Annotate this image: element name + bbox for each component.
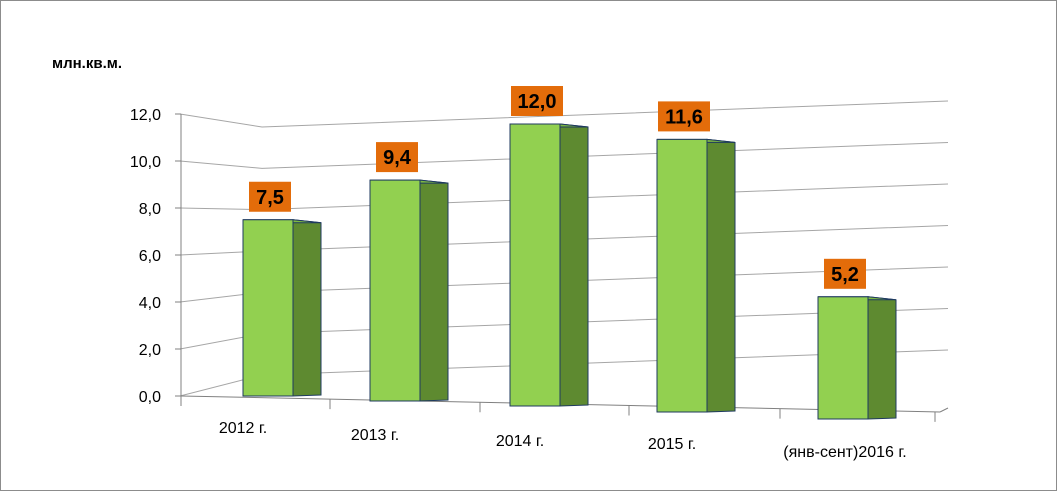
- bar-side-face: [292, 219, 322, 397]
- y-tick-label: 2,0: [139, 342, 161, 359]
- floor-edge: [939, 407, 949, 413]
- bar-side-face: [559, 123, 589, 407]
- bar: [509, 123, 589, 407]
- y-tick-label: 6,0: [139, 248, 161, 265]
- bar-front-face: [817, 296, 869, 420]
- bars: [242, 123, 897, 420]
- data-label-box: [658, 101, 710, 132]
- bar-front-face: [509, 123, 561, 407]
- bar-side-face: [419, 179, 449, 402]
- data-label-box: [511, 86, 563, 116]
- data-label-box: [824, 258, 866, 289]
- category-label: 2015 г.: [648, 436, 696, 453]
- y-tick-label: 8,0: [139, 201, 161, 218]
- category-labels: 2012 г. 2013 г. 2014 г. 2015 г. (янв-сент)20…: [219, 420, 907, 461]
- data-label-text: 5,2: [831, 264, 859, 286]
- y-tick-labels: 0,0 2,0 4,0 6,0 8,0 10,0 12,0: [130, 107, 161, 406]
- category-label: (янв-сент)2016 г.: [783, 444, 906, 461]
- y-tick-label: 4,0: [139, 295, 161, 312]
- data-label: 12,0: [511, 86, 563, 116]
- data-label: 11,6: [658, 101, 710, 132]
- data-label: 7,5: [249, 181, 291, 212]
- category-label: 2014 г.: [496, 433, 544, 450]
- data-label-text: 9,4: [383, 147, 412, 169]
- bar: [369, 179, 449, 402]
- bar: [242, 219, 322, 397]
- y-tick-label: 10,0: [130, 154, 161, 171]
- y-tick-label: 12,0: [130, 107, 161, 124]
- bar-front-face: [242, 219, 294, 397]
- bar: [656, 138, 736, 413]
- data-label-text: 7,5: [256, 187, 284, 209]
- gridline: [179, 100, 949, 128]
- data-label-text: 12,0: [518, 91, 557, 113]
- data-label-box: [376, 142, 418, 173]
- data-labels: 7,5 9,4 12,0 11,6 5,2: [249, 86, 866, 289]
- bar-side-face: [867, 296, 897, 420]
- bar: [817, 296, 897, 420]
- bar-front-face: [369, 179, 421, 402]
- unit-label: млн.кв.м.: [52, 55, 122, 72]
- bar-front-face: [656, 138, 708, 413]
- y-tick-label: 0,0: [139, 389, 161, 406]
- data-label: 9,4: [376, 142, 418, 173]
- category-label: 2012 г.: [219, 420, 267, 437]
- data-label-text: 11,6: [665, 106, 703, 128]
- category-label: 2013 г.: [351, 427, 399, 444]
- data-label: 5,2: [824, 258, 866, 289]
- data-label-box: [249, 181, 291, 212]
- bar-side-face: [706, 138, 736, 413]
